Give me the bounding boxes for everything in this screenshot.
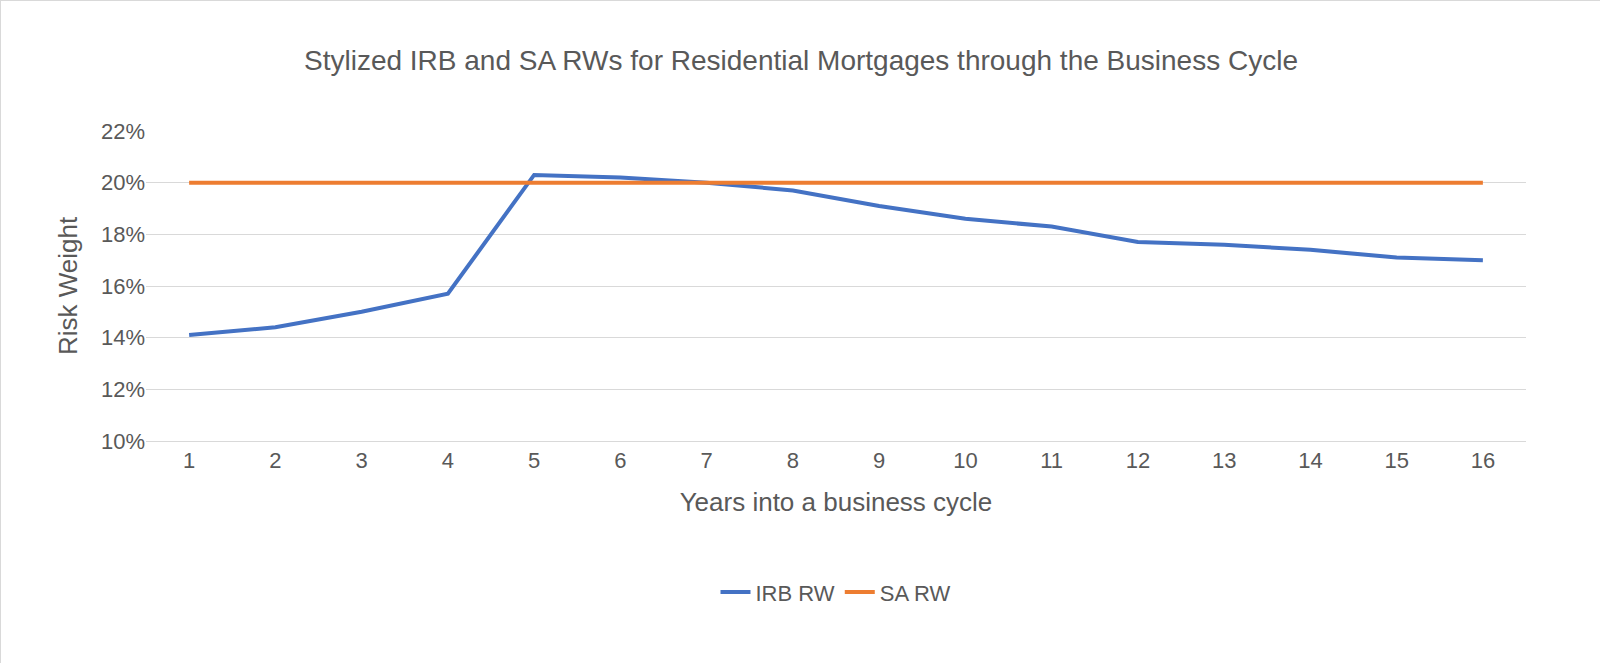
svg-text:16: 16 — [1471, 448, 1495, 473]
svg-text:6: 6 — [614, 448, 626, 473]
svg-text:10: 10 — [953, 448, 977, 473]
svg-text:8: 8 — [787, 448, 799, 473]
svg-text:2: 2 — [269, 448, 281, 473]
svg-text:5: 5 — [528, 448, 540, 473]
svg-text:9: 9 — [873, 448, 885, 473]
svg-text:20%: 20% — [101, 170, 145, 195]
svg-text:3: 3 — [356, 448, 368, 473]
svg-text:22%: 22% — [101, 119, 145, 144]
svg-text:16%: 16% — [101, 274, 145, 299]
svg-text:SA RW: SA RW — [880, 581, 951, 606]
svg-text:18%: 18% — [101, 222, 145, 247]
svg-text:Years into a business cycle: Years into a business cycle — [680, 487, 993, 517]
svg-text:7: 7 — [701, 448, 713, 473]
svg-text:14: 14 — [1298, 448, 1322, 473]
svg-text:Stylized IRB and SA RWs for Re: Stylized IRB and SA RWs for Residential … — [304, 45, 1298, 76]
svg-text:15: 15 — [1384, 448, 1408, 473]
svg-text:1: 1 — [183, 448, 195, 473]
svg-text:Risk Weight: Risk Weight — [53, 216, 83, 355]
svg-text:4: 4 — [442, 448, 454, 473]
svg-text:12%: 12% — [101, 377, 145, 402]
svg-text:14%: 14% — [101, 325, 145, 350]
svg-text:12: 12 — [1126, 448, 1150, 473]
svg-text:13: 13 — [1212, 448, 1236, 473]
svg-text:11: 11 — [1040, 448, 1063, 473]
svg-text:10%: 10% — [101, 429, 145, 454]
svg-text:IRB RW: IRB RW — [756, 581, 835, 606]
